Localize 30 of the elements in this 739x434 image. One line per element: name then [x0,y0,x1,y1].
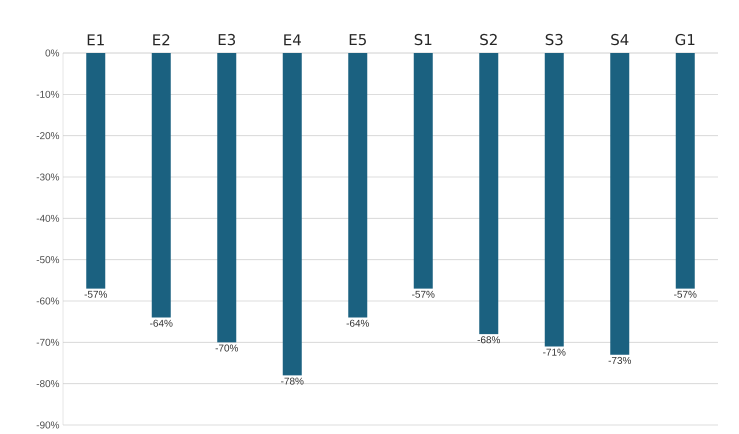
y-tick-label: -30% [36,173,60,181]
y-tick-label: -40% [36,214,60,222]
y-tick-label: -90% [36,421,60,429]
data-label: -64% [346,320,370,327]
x-tick-label: S4 [611,34,628,46]
data-label: -70% [216,344,238,352]
x-tick-label: S3 [546,34,563,46]
data-label: -64% [150,320,173,327]
y-tick-label: -10% [36,90,60,98]
x-tick-label: E4 [284,34,301,46]
data-label: -57% [674,290,697,298]
y-tick-label: -20% [36,132,60,140]
y-tick-label: -50% [36,256,60,264]
y-tick-label: -80% [36,380,60,388]
x-tick-label: E3 [218,34,236,46]
data-label: -57% [84,290,108,298]
x-tick-label: G1 [676,34,694,46]
x-tick-label: E2 [153,34,170,46]
data-label: -78% [281,378,304,385]
y-tick-label: -60% [36,297,60,305]
x-tick-label: S1 [414,34,432,46]
data-label: -68% [478,336,500,344]
x-tick-label: S2 [480,34,497,46]
data-label: -57% [412,290,435,298]
data-label: -73% [608,356,632,364]
x-tick-label: E5 [350,34,366,46]
data-label: -71% [543,348,566,356]
x-tick-label: E1 [88,34,104,46]
y-tick-label: 0% [45,49,60,57]
y-tick-label: -70% [36,338,60,346]
